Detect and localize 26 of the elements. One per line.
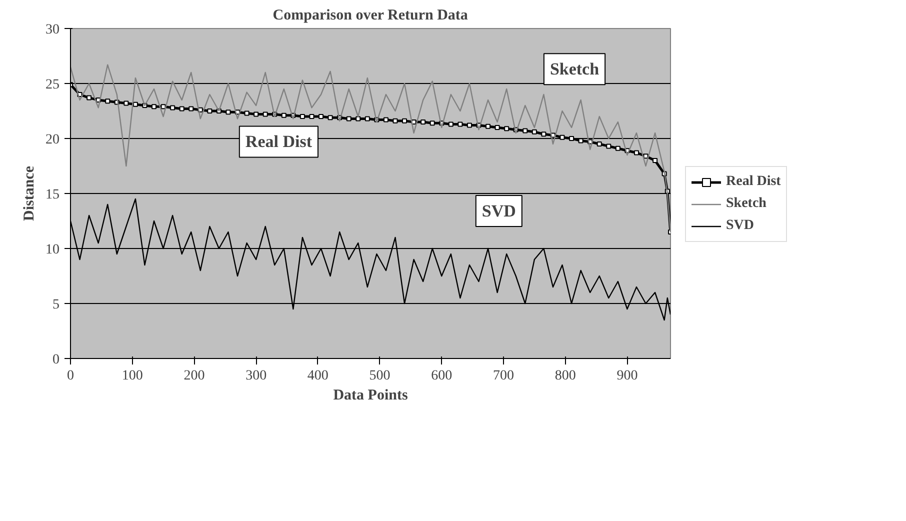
y-tick-label: 15 — [46, 188, 60, 202]
annotation: Sketch — [550, 60, 600, 79]
chart-title: Comparison over Return Data — [272, 8, 468, 24]
y-tick-label: 10 — [46, 242, 60, 258]
x-tick-label: 300 — [246, 368, 267, 384]
x-tick-label: 400 — [307, 368, 328, 384]
y-axis-title: Distance — [22, 166, 38, 221]
annotation: Real Dist — [245, 132, 312, 152]
x-tick-label: 200 — [184, 368, 205, 384]
legend-label: Sketch — [726, 196, 766, 212]
y-tick-label: 5 — [52, 298, 60, 312]
legend-label: SVD — [726, 218, 754, 234]
x-tick-label: 600 — [431, 368, 452, 384]
legend-label: Real Dist — [726, 174, 781, 190]
x-tick-label: 800 — [554, 368, 576, 384]
y-tick-label: 0 — [52, 352, 60, 368]
y-tick-label: 25 — [46, 78, 60, 92]
x-tick-label: 900 — [616, 368, 638, 384]
x-tick-label: 100 — [122, 368, 143, 384]
x-tick-label: 700 — [492, 368, 514, 384]
x-tick-label: 0 — [67, 368, 74, 384]
y-tick-label: 20 — [46, 132, 60, 148]
x-axis-title: Data Points — [333, 388, 408, 404]
y-tick-label: 30 — [46, 22, 60, 38]
x-tick-label: 500 — [369, 368, 390, 384]
annotation: SVD — [482, 201, 516, 220]
